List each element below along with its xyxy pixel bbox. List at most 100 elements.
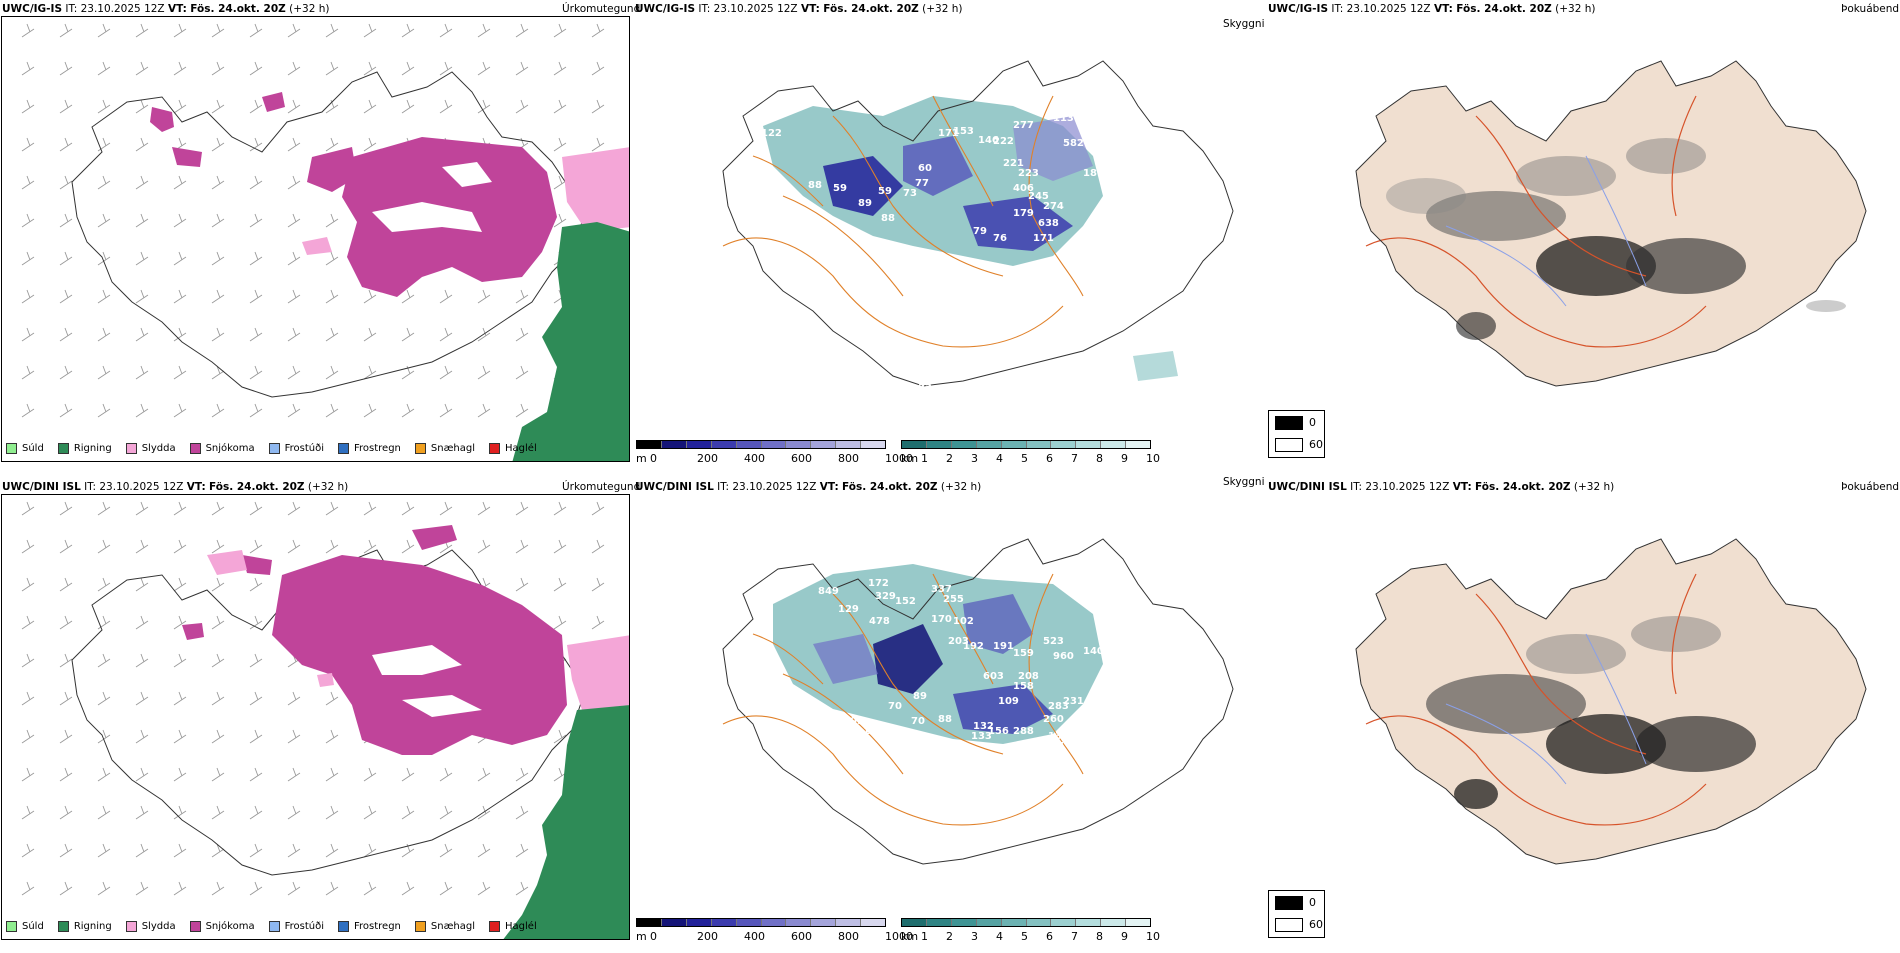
wind-barb xyxy=(363,843,377,858)
legend-label: Haglél xyxy=(505,920,537,932)
wind-barb xyxy=(135,327,149,342)
colorbar-step xyxy=(736,441,762,448)
ceiling-label: 277 xyxy=(1013,120,1034,131)
wind-barb xyxy=(287,767,301,782)
legend-item: Frostúði xyxy=(268,920,324,932)
wind-barb xyxy=(173,61,187,76)
wind-barb xyxy=(553,729,567,744)
ceiling-label: 88 xyxy=(881,213,895,224)
colorbar-tick: 6 xyxy=(1046,452,1053,465)
wind-barb xyxy=(173,729,187,744)
ceiling-label: 192 xyxy=(963,641,984,652)
wind-barb xyxy=(97,577,111,592)
wind-barb xyxy=(21,577,35,592)
ceiling-label: 109 xyxy=(843,716,864,727)
ceiling-label: 222 xyxy=(993,136,1014,147)
wind-barb xyxy=(249,881,263,896)
valid-time: Fös. 24.okt. 20Z xyxy=(1456,3,1552,15)
init-time: 23.10.2025 12Z xyxy=(99,481,184,493)
wind-barb xyxy=(211,691,225,706)
fog-legend-high: 60 xyxy=(1309,438,1323,451)
ceiling-label: 133 xyxy=(1048,731,1069,742)
wind-barb xyxy=(477,843,491,858)
legend-item: Súld xyxy=(6,442,44,454)
coastline xyxy=(1355,538,1867,865)
ceiling-label: 77 xyxy=(915,178,929,189)
wind-barb xyxy=(135,577,149,592)
wind-barb xyxy=(59,137,73,152)
vt-label: VT: xyxy=(819,481,839,493)
colorbar-tick: 0 xyxy=(650,930,657,943)
init-time: 23.10.2025 12Z xyxy=(1346,3,1431,15)
fog-shading xyxy=(1426,616,1756,809)
wind-barb xyxy=(21,501,35,516)
legend-item: Súld xyxy=(6,920,44,932)
colorbar-tick: 400 xyxy=(744,930,765,943)
legend-item: Haglél xyxy=(489,920,537,932)
visibility-shading xyxy=(773,564,1103,744)
colorbar-step xyxy=(711,441,737,448)
wind-barb xyxy=(515,501,529,516)
visibility-panel-bottom: UWC/DINI ISL IT: 23.10.2025 12Z VT: Fös.… xyxy=(633,476,1266,953)
panel-header: UWC/DINI ISL IT: 23.10.2025 12Z VT: Fös.… xyxy=(2,481,348,493)
wind-barb xyxy=(515,327,529,342)
valid-time: Fös. 24.okt. 20Z xyxy=(823,3,919,15)
wind-barb xyxy=(363,767,377,782)
wind-barb xyxy=(363,327,377,342)
wind-barb xyxy=(515,539,529,554)
wind-barb xyxy=(97,539,111,554)
legend-item: Frostregn xyxy=(338,920,401,932)
wind-barb xyxy=(477,805,491,820)
colorbar-step xyxy=(761,441,787,448)
visibility-scale xyxy=(901,918,1151,927)
wind-barb xyxy=(173,175,187,190)
ceiling-scale xyxy=(636,918,886,927)
legend-item: Snæhagl xyxy=(414,920,475,932)
legend-label: Rigning xyxy=(73,920,112,932)
colorbar-step xyxy=(637,441,662,448)
iceland-outline xyxy=(722,538,1234,865)
ceiling-label: 181 xyxy=(1083,168,1104,179)
wind-barb xyxy=(59,729,73,744)
fog-panel-top: UWC/IG-IS IT: 23.10.2025 12Z VT: Fös. 24… xyxy=(1266,0,1900,475)
wind-barb xyxy=(135,539,149,554)
sleet-areas xyxy=(207,550,629,710)
legend-swatch xyxy=(189,442,201,454)
wind-barb xyxy=(59,615,73,630)
ceiling-label: 255 xyxy=(943,594,964,605)
wind-barb xyxy=(249,213,263,228)
wind-barb xyxy=(401,99,415,114)
wind-barb xyxy=(59,577,73,592)
init-time: 23.10.2025 12Z xyxy=(1365,481,1450,493)
colorbar-tick: 3 xyxy=(971,452,978,465)
legend-item: Snjókoma xyxy=(189,442,255,454)
wind-barb xyxy=(135,213,149,228)
wind-barb xyxy=(287,501,301,516)
precip-type-legend: Súld Rigning Slydda Snjókoma Frostúði Frostre… xyxy=(6,440,537,456)
model-name: UWC/DINI ISL xyxy=(1268,481,1347,493)
colorbar-step xyxy=(637,919,662,926)
wind-barb xyxy=(59,691,73,706)
wind-barb xyxy=(249,365,263,380)
road-network xyxy=(722,95,1084,348)
ceiling-label: 70 xyxy=(888,701,902,712)
visibility-shading xyxy=(763,96,1178,381)
ceiling-label: 33 xyxy=(918,383,932,394)
wind-barb xyxy=(211,23,225,38)
wind-barb xyxy=(211,289,225,304)
wind-barb xyxy=(287,365,301,380)
wind-barb xyxy=(325,61,339,76)
ceiling-label: 158 xyxy=(1013,681,1034,692)
wind-barb xyxy=(287,213,301,228)
wind-barb xyxy=(477,501,491,516)
wind-barb xyxy=(477,767,491,782)
coastline xyxy=(1355,60,1867,387)
wind-barb xyxy=(515,881,529,896)
wind-barb xyxy=(401,805,415,820)
wind-barb xyxy=(325,365,339,380)
legend-item: Snæhagl xyxy=(414,442,475,454)
iceland-outline xyxy=(722,60,1234,387)
wind-barb xyxy=(401,23,415,38)
wind-barb xyxy=(553,61,567,76)
colorbar-step xyxy=(1001,919,1027,926)
